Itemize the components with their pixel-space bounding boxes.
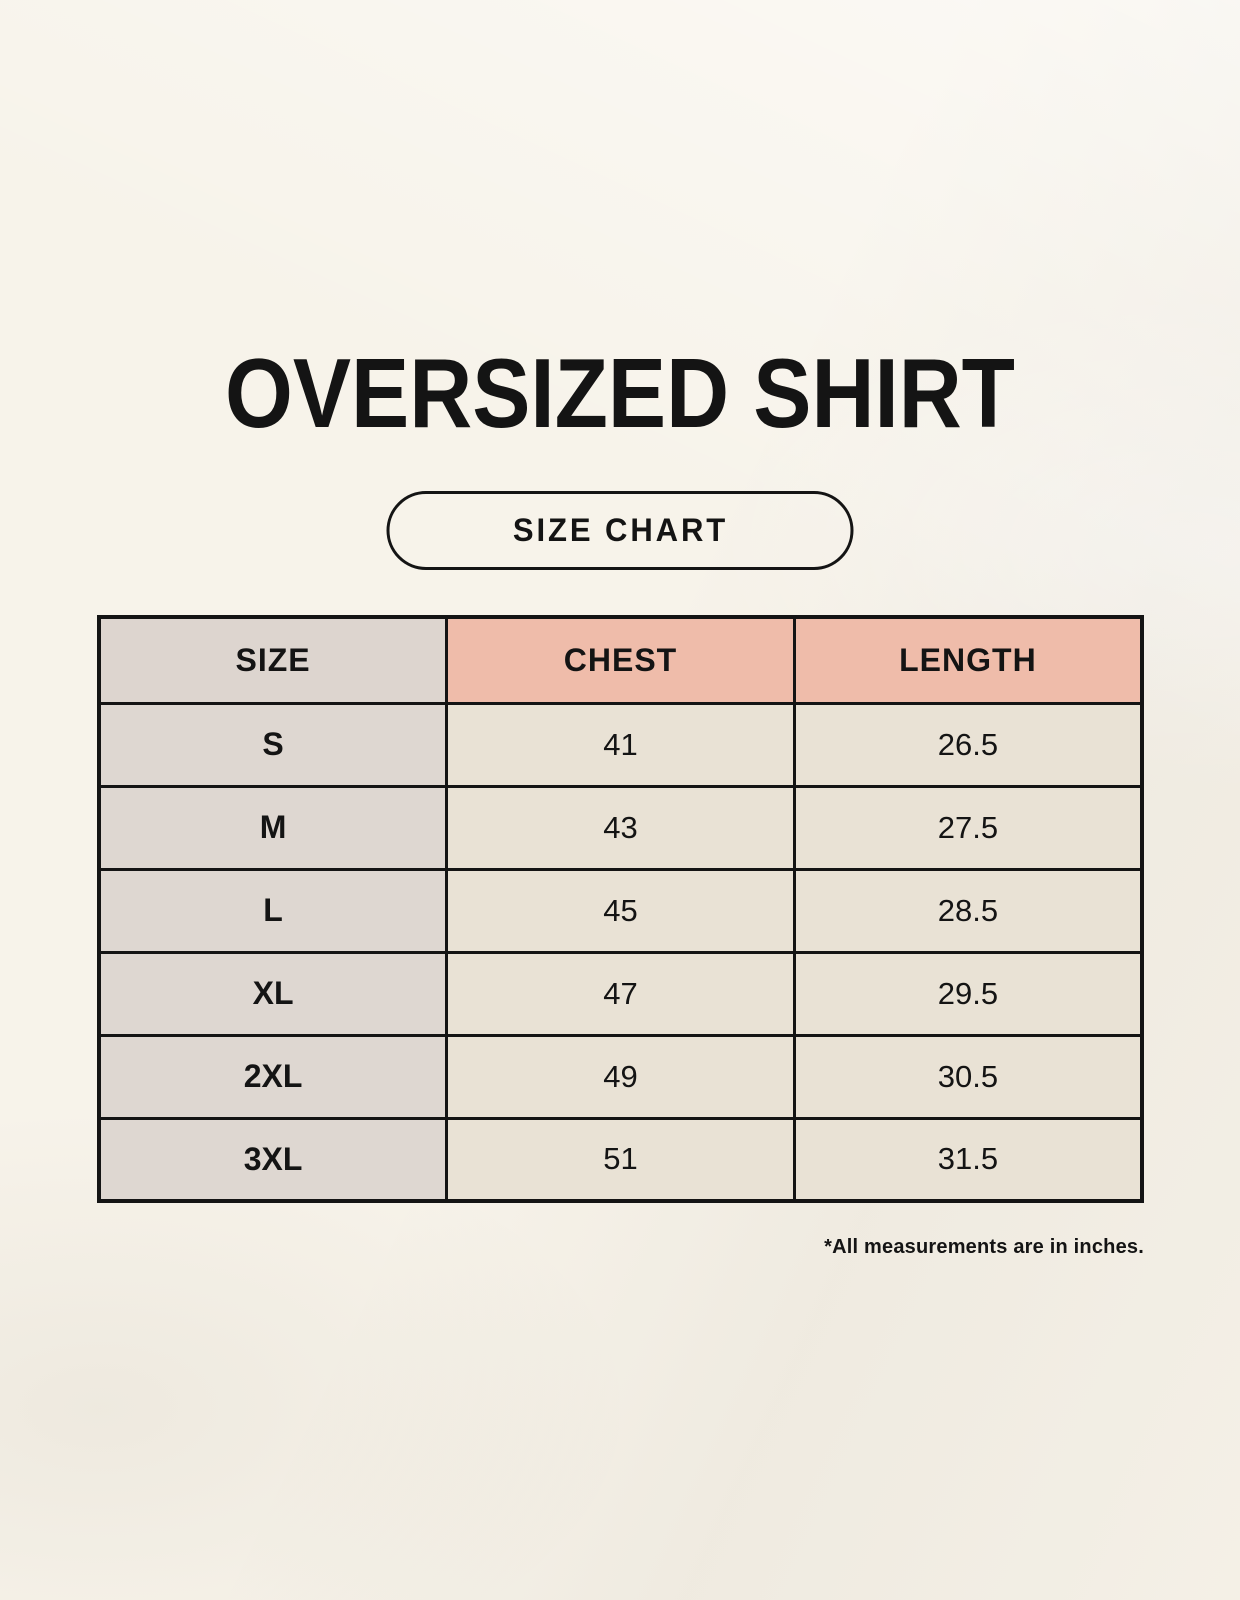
length-value: 31.5 (792, 1116, 1144, 1203)
column-header-chest: CHEST (445, 615, 796, 705)
size-chart-badge-label: SIZE CHART (512, 512, 728, 548)
table-row-xl: XL 47 29.5 (97, 950, 1144, 1037)
length-value: 27.5 (792, 784, 1144, 871)
table-header-row: SIZE CHEST LENGTH (97, 615, 1144, 705)
table-row-3xl: 3XL 51 31.5 (97, 1116, 1144, 1203)
size-label: 2XL (97, 1033, 449, 1120)
page-title: OVERSIZED SHIRT (225, 338, 1015, 448)
chest-value: 51 (445, 1116, 796, 1203)
chest-value: 47 (445, 950, 796, 1037)
size-label: S (97, 701, 449, 788)
size-label: 3XL (97, 1116, 449, 1203)
table-row-s: S 41 26.5 (97, 701, 1144, 788)
size-label: L (97, 867, 449, 954)
chest-value: 49 (445, 1033, 796, 1120)
table-row-2xl: 2XL 49 30.5 (97, 1033, 1144, 1120)
length-value: 26.5 (792, 701, 1144, 788)
chest-value: 41 (445, 701, 796, 788)
length-value: 28.5 (792, 867, 1144, 954)
length-value: 30.5 (792, 1033, 1144, 1120)
chest-value: 45 (445, 867, 796, 954)
measurements-footnote: *All measurements are in inches. (824, 1236, 1144, 1258)
size-chart-badge[interactable]: SIZE CHART (386, 491, 854, 570)
chest-value: 43 (445, 784, 796, 871)
size-label: XL (97, 950, 449, 1037)
size-chart-table: SIZE CHEST LENGTH S 41 26.5 M 43 27.5 L … (97, 615, 1144, 1203)
size-label: M (97, 784, 449, 871)
table-row-m: M 43 27.5 (97, 784, 1144, 871)
length-value: 29.5 (792, 950, 1144, 1037)
table-row-l: L 45 28.5 (97, 867, 1144, 954)
column-header-length: LENGTH (792, 615, 1144, 705)
column-header-size: SIZE (97, 615, 449, 705)
